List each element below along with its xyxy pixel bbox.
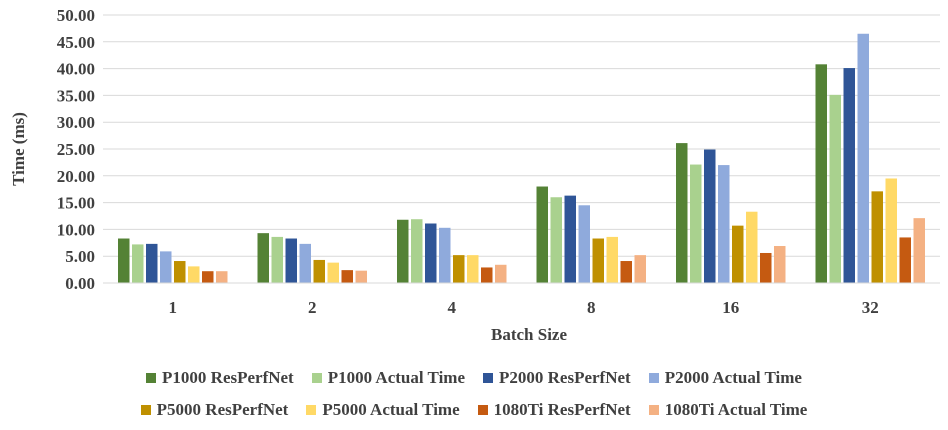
legend-item: P2000 Actual Time — [648, 368, 802, 388]
bar — [578, 205, 590, 283]
legend-label: 1080Ti Actual Time — [664, 400, 808, 419]
bar — [299, 243, 311, 283]
bar — [174, 261, 186, 283]
legend-swatch — [306, 405, 317, 415]
y-tick-label: 15.00 — [57, 194, 95, 213]
bar — [467, 255, 479, 283]
y-tick-label: 5.00 — [65, 247, 95, 266]
bar — [202, 271, 214, 283]
x-axis-title: Batch Size — [491, 325, 567, 344]
legend-item: 1080Ti ResPerfNet — [477, 400, 631, 420]
bar — [857, 33, 869, 284]
legend-row-1: P1000 ResPerfNet P1000 Actual Time P2000 R… — [0, 368, 948, 388]
bar — [285, 238, 297, 283]
legend-label: P5000 Actual Time — [322, 400, 460, 419]
bar — [132, 244, 144, 283]
y-tick-label: 30.00 — [57, 113, 95, 132]
bar — [592, 238, 604, 283]
legend-label: 1080Ti ResPerfNet — [493, 400, 631, 419]
legend-label: P1000 Actual Time — [327, 368, 465, 387]
legend-item: P1000 Actual Time — [311, 368, 465, 388]
bar — [188, 266, 200, 283]
legend-label: P1000 ResPerfNet — [162, 368, 294, 387]
bar — [774, 246, 786, 283]
y-tick-label: 40.00 — [57, 60, 95, 79]
bar — [425, 223, 437, 283]
legend-swatch — [648, 373, 659, 383]
legend-item: P5000 ResPerfNet — [140, 400, 289, 420]
y-tick-label: 10.00 — [57, 220, 95, 239]
bar — [439, 227, 451, 283]
y-tick-label: 25.00 — [57, 140, 95, 159]
legend-label: P2000 Actual Time — [664, 368, 802, 387]
bar — [327, 262, 339, 283]
bar — [676, 143, 688, 283]
bar — [704, 149, 716, 283]
bar — [495, 264, 507, 283]
bar — [606, 236, 618, 283]
legend-item: 1080Ti Actual Time — [648, 400, 808, 420]
x-tick-label: 32 — [862, 298, 879, 317]
bar — [885, 178, 897, 283]
bar — [843, 68, 855, 284]
bar — [453, 255, 465, 283]
x-tick-label: 8 — [587, 298, 596, 317]
bar — [899, 237, 911, 283]
bar — [271, 236, 283, 283]
y-tick-label: 50.00 — [57, 6, 95, 25]
legend-swatch — [483, 373, 493, 383]
bar — [397, 219, 409, 283]
bar — [160, 251, 172, 283]
legend-row-2: P5000 ResPerfNet P5000 Actual Time 1080Ti … — [0, 400, 948, 420]
legend-item: P2000 ResPerfNet — [483, 368, 631, 388]
x-tick-label: 16 — [722, 298, 739, 317]
bar — [760, 252, 772, 283]
legend-swatch — [146, 373, 157, 383]
bar — [355, 270, 367, 283]
x-tick-label: 4 — [448, 298, 457, 317]
legend-item: P5000 Actual Time — [306, 400, 460, 420]
bar — [216, 271, 228, 283]
bar — [634, 255, 646, 283]
y-tick-label: 0.00 — [65, 274, 95, 293]
bar — [718, 165, 730, 283]
legend-label: P5000 ResPerfNet — [156, 400, 289, 419]
legend-swatch — [477, 405, 488, 415]
bar — [732, 225, 744, 283]
legend-swatch — [140, 405, 151, 415]
legend-label: P2000 ResPerfNet — [499, 368, 631, 387]
y-axis-title: Time (ms) — [9, 112, 28, 186]
bar — [913, 218, 925, 283]
bar — [871, 191, 883, 283]
legend-swatch — [311, 373, 322, 383]
bar — [564, 195, 576, 283]
legend-swatch — [648, 405, 659, 415]
bar — [690, 164, 702, 283]
bar — [341, 270, 353, 283]
bar — [411, 219, 423, 283]
bar — [550, 197, 562, 283]
y-tick-label: 45.00 — [57, 33, 95, 52]
bar — [118, 238, 130, 283]
legend-item: P1000 ResPerfNet — [146, 368, 294, 388]
y-tick-label: 35.00 — [57, 86, 95, 105]
bar — [257, 233, 269, 283]
bar — [313, 259, 325, 283]
bar — [536, 186, 548, 283]
y-tick-label: 20.00 — [57, 167, 95, 186]
bar — [829, 94, 841, 283]
bar — [146, 243, 158, 283]
x-tick-label: 1 — [169, 298, 178, 317]
bar — [620, 261, 632, 283]
bar — [481, 267, 493, 283]
x-tick-label: 2 — [308, 298, 317, 317]
bar — [746, 211, 758, 283]
bar — [815, 64, 827, 283]
